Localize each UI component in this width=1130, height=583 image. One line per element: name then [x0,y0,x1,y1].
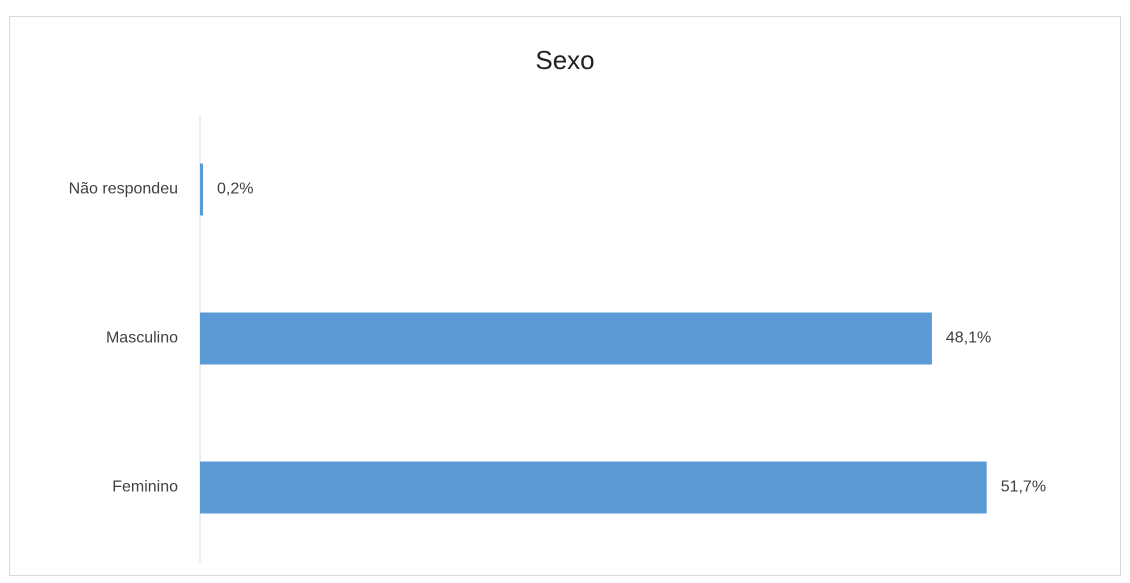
y-tick-label: Masculino [106,330,178,347]
data-label: 51,7% [1001,479,1046,496]
data-label: 48,1% [946,330,991,347]
chart-title: Sexo [535,45,594,75]
bar [200,461,987,514]
data-label: 0,2% [217,181,253,198]
y-tick-label: Feminino [112,479,178,496]
bar [200,312,932,365]
y-tick-label: Não respondeu [69,181,178,198]
bar [200,163,204,216]
